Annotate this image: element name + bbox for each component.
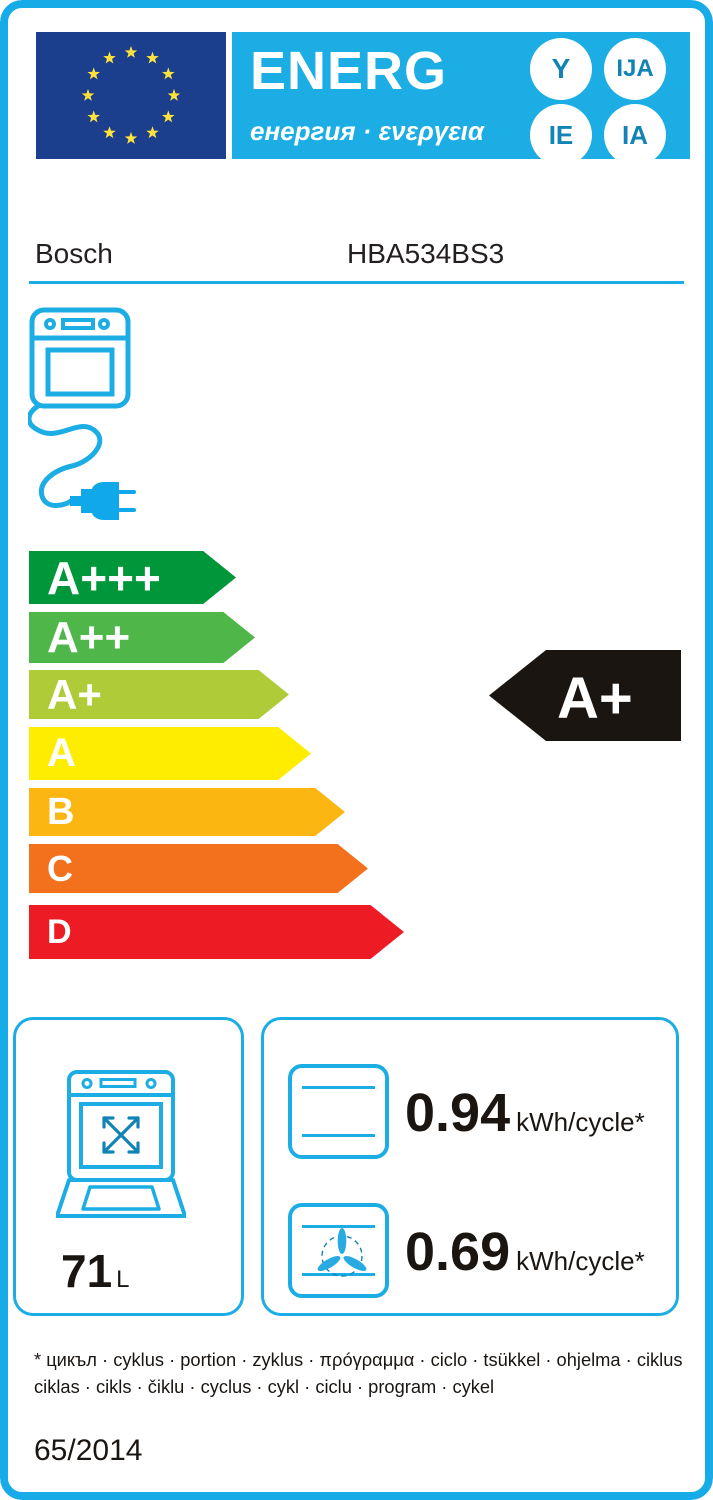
svg-text:A+: A+ [557,666,633,731]
